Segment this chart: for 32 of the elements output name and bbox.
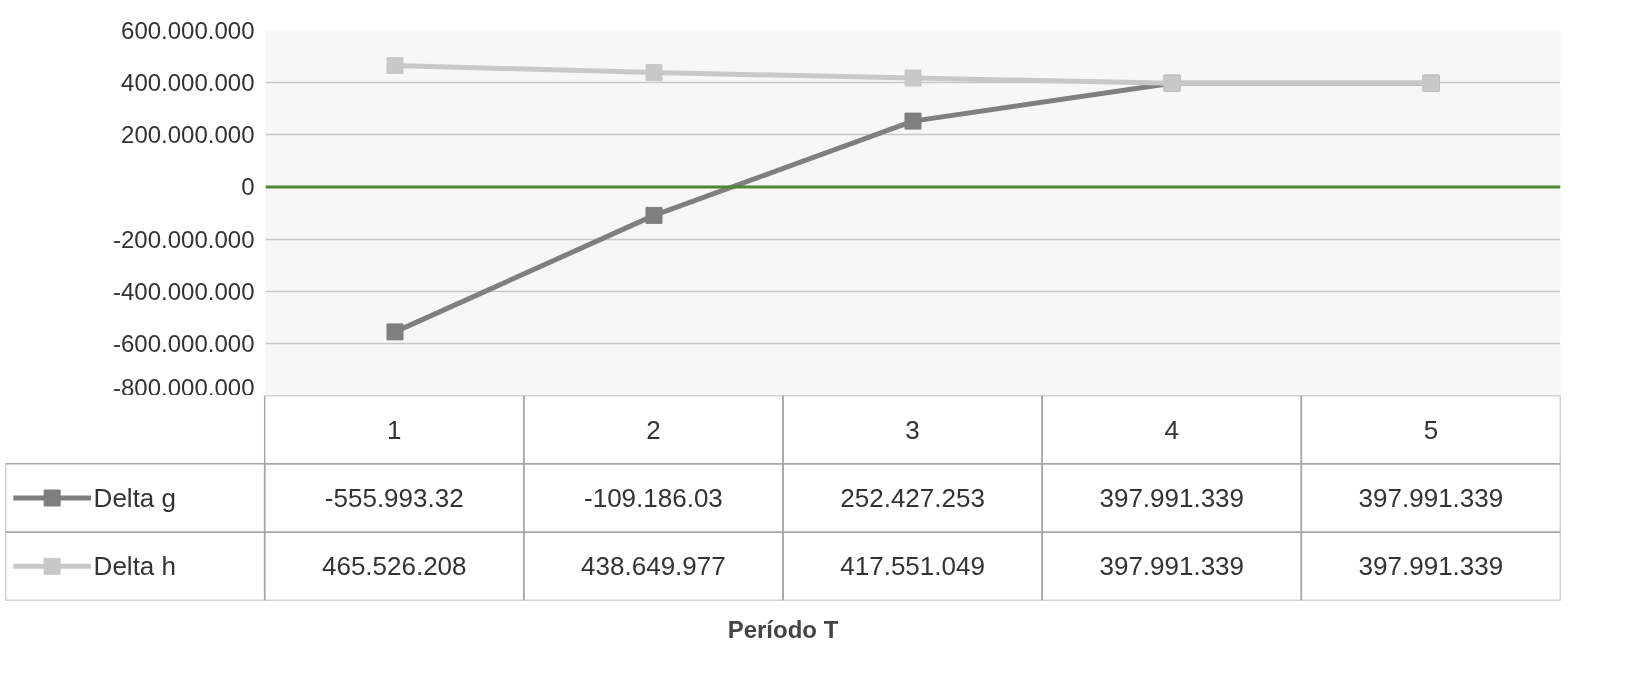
data-label: 252.427.253 (840, 483, 985, 513)
data-label: 438.649.977 (581, 551, 726, 582)
y-tick-label: 0 (241, 173, 255, 201)
data-label: 465.526.208 (321, 551, 467, 582)
data-label: -555.993.32 (324, 483, 464, 513)
data-label: 397.991.339 (1099, 483, 1245, 513)
legend-label: Delta h (93, 551, 177, 582)
legend-label: Delta g (93, 483, 177, 513)
y-tick-label: -600.000.000 (113, 329, 255, 357)
x-tick-label: 4 (1164, 414, 1179, 445)
data-label: 417.551.049 (840, 551, 985, 582)
x-tick-label: 1 (387, 414, 402, 445)
y-tick-label: 200.000.000 (121, 121, 255, 149)
data-label: 397.991.339 (1358, 551, 1504, 582)
point (904, 69, 922, 87)
point (386, 323, 404, 341)
y-tick-label: -200.000.000 (113, 225, 255, 253)
x-tick-label: 2 (646, 414, 661, 445)
x-tick-label: 5 (1423, 414, 1439, 445)
point (386, 57, 404, 75)
y-tick-label: -400.000.000 (113, 277, 255, 305)
point (645, 206, 663, 224)
y-tick-label: -800.000.000 (113, 373, 255, 401)
data-label: 397.991.339 (1358, 483, 1504, 513)
data-label: -109.186.03 (584, 483, 723, 513)
y-tick-label: 600.000.000 (121, 17, 255, 44)
y-tick-label: 400.000.000 (121, 69, 255, 97)
point (645, 64, 663, 82)
point (904, 112, 922, 130)
x-tick-label: 3 (905, 414, 920, 445)
data-label: 397.991.339 (1099, 551, 1245, 582)
text: Período T (727, 615, 839, 643)
